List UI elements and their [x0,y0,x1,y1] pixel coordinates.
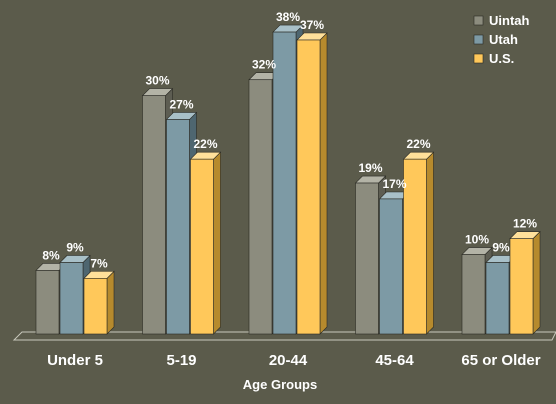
bar-us-3 [402,151,435,335]
bar-front [248,79,273,335]
x-tick-label: 5-19 [166,352,196,369]
bar-front [379,198,403,335]
data-label: 10% [465,233,489,247]
bar-front [461,254,486,335]
legend-swatch [473,34,484,45]
x-axis-title: Age Groups [243,377,317,392]
x-tick-label: Under 5 [47,352,103,369]
data-label: 8% [42,248,60,262]
bar-side [532,230,541,335]
x-tick-label: 45-64 [375,352,414,369]
bar-front [296,39,321,335]
data-label: 30% [145,74,169,88]
data-label: 19% [358,161,382,175]
legend-swatch [473,53,484,64]
data-labels: 8%9%7%30%27%22%32%38%37%19%17%22%10%9%12… [42,10,537,270]
data-label: 9% [492,240,510,254]
bar-front [485,262,510,335]
legend-label: U.S. [489,51,514,66]
legend-label: Utah [489,32,518,47]
data-label: 37% [300,18,324,32]
bar-front [59,262,84,335]
bar-side [106,270,115,335]
data-label: 17% [382,177,406,191]
legend-label: Uintah [489,13,530,28]
bar-us-4 [509,230,541,335]
bar-us-0 [83,270,115,335]
data-label: 9% [66,240,84,254]
bars [35,24,541,335]
x-tick-label: 20-44 [269,352,308,369]
bar-side [426,151,434,335]
data-label: 22% [193,137,217,151]
bar-front [35,270,60,335]
bar-front [142,95,166,335]
legend-item: U.S. [473,51,514,66]
data-label: 7% [90,256,108,270]
data-label: 27% [169,97,193,111]
x-tick-label: 65 or Older [461,352,540,369]
bar-front [509,238,534,335]
bar-front [166,119,190,335]
legend-item: Utah [473,32,518,47]
bar-front [355,182,379,335]
bar-front [272,31,297,335]
bar-side [319,32,328,335]
legend-item: Uintah [473,13,530,28]
data-label: 38% [276,10,300,24]
x-axis-ticks: Under 5 5-19 20-44 45-64 65 or Older [47,352,541,369]
legend: Uintah Utah U.S. [473,13,530,66]
data-label: 12% [513,217,537,231]
bar-us-2 [296,32,328,335]
bar-side [213,151,221,335]
data-label: 32% [252,58,276,72]
bar-front [403,158,427,335]
legend-swatch [473,15,484,26]
bar-front [190,158,214,335]
bar-us-1 [189,151,222,335]
data-label: 22% [406,137,430,151]
bar-front [83,278,108,335]
